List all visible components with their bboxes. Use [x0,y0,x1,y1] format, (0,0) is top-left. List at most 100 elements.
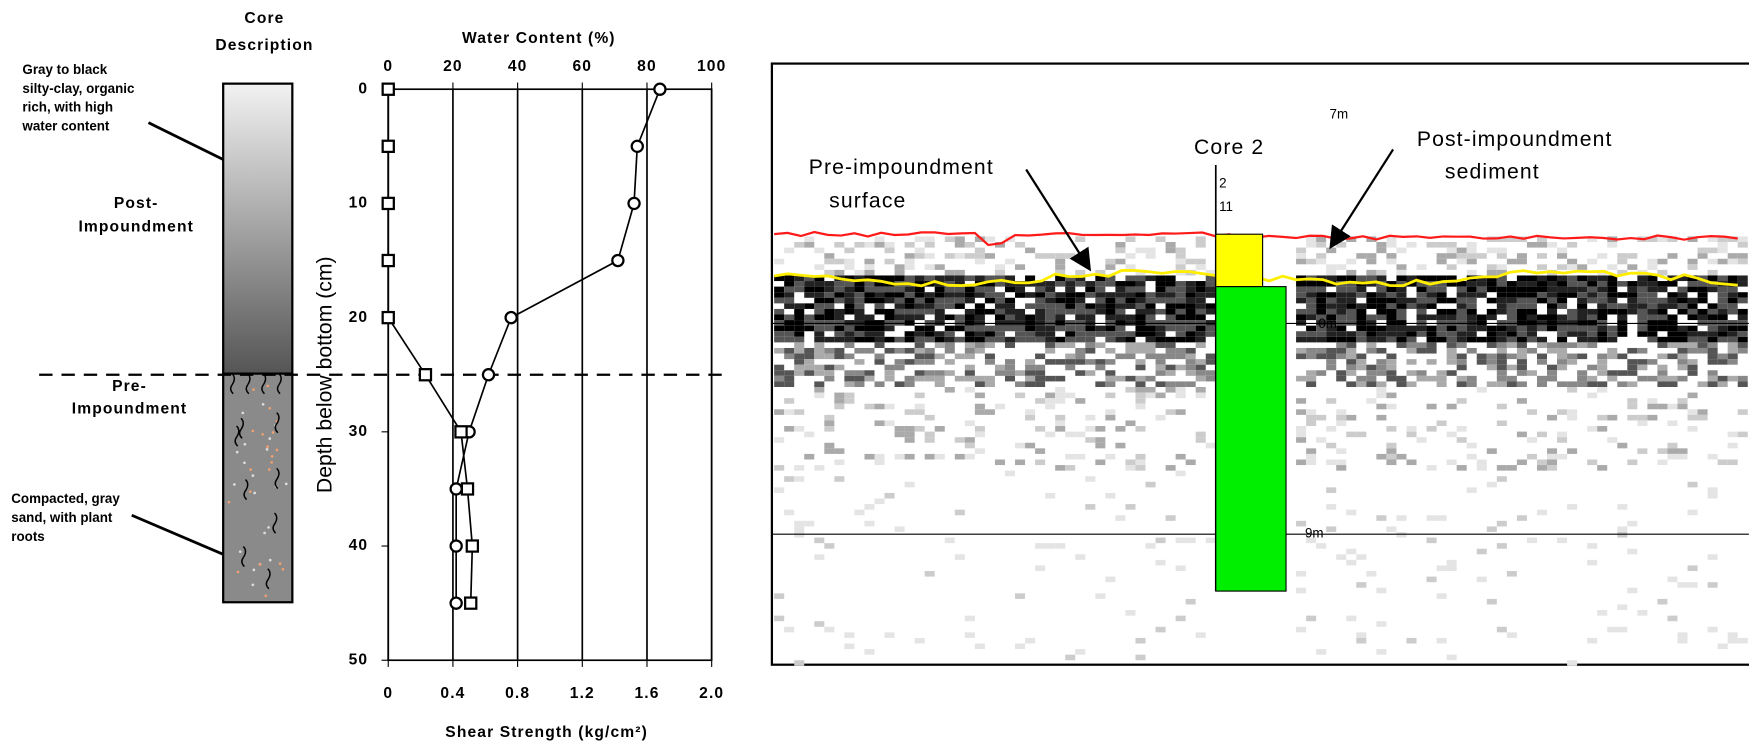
radar-pixel [814,386,825,393]
radar-pixel [1516,336,1527,343]
radar-pixel [1466,325,1477,332]
radar-pixel [1015,459,1026,466]
radar-pixel [804,520,815,527]
radar-pixel [1326,359,1337,365]
radar-pixel [984,342,995,348]
radar-pixel [1717,353,1728,360]
radar-pixel [864,331,875,337]
radar-pixel [1366,258,1377,265]
radar-pixel [1045,347,1056,354]
radar-pixel [1105,292,1116,298]
radar-pixel [864,264,875,270]
radar-pixel [814,331,825,337]
radar-pixel [1316,370,1327,376]
radar-pixel [1637,347,1648,354]
radar-pixel [1416,325,1427,332]
radar-pixel [774,331,785,337]
radar-pixel [954,336,965,343]
radar-pixel [1496,353,1507,360]
radar-pixel [1627,520,1638,527]
radar-pixel [1205,442,1216,449]
radar-pixel [1536,342,1548,348]
radar-pixel [1115,336,1126,343]
radar-pixel [1306,375,1317,382]
radar-pixel [1587,364,1598,371]
radar-pixel [1045,342,1056,348]
radar-pixel [1396,269,1407,276]
radar-pixel [794,370,805,376]
radar-pixel [1647,336,1658,343]
radar-pixel [874,331,885,337]
radar-pixel [1737,253,1748,259]
radar-pixel [1175,470,1186,477]
radar-pixel [1687,297,1698,304]
radar-pixel [1165,325,1176,332]
radar-pixel [1557,381,1568,387]
note: silty-clay, organic [22,81,135,96]
radar-pixel [854,381,865,387]
radar-pixel [1416,303,1427,309]
radar-pixel [1015,242,1026,248]
radar-pixel [1326,264,1337,270]
radar-pixel [1737,431,1748,438]
core-panel: Core Description Gray to black silty-cla… [11,10,726,604]
radar-pixel [1617,269,1628,276]
radar-pixel [1727,286,1738,293]
radar-pixel [1125,375,1136,382]
radar-pixel [884,492,895,499]
radar-pixel [824,308,835,315]
radar-pixel [1386,370,1397,376]
x-tick-label: 1.6 [634,685,659,702]
radar-pixel [1516,281,1527,287]
radar-pixel [924,236,935,243]
radar-pixel [1637,414,1648,421]
radar-pixel [1687,264,1698,270]
radar-pixel [1486,481,1497,488]
radar-pixel [1015,325,1026,332]
radar-pixel [864,453,875,460]
radar-pixel [1677,632,1688,638]
radar-pixel [1115,281,1126,287]
depth-label: 7m [1330,106,1349,121]
radar-pixel [794,342,805,348]
radar-pixel [1687,392,1698,399]
radar-pixel [1065,431,1076,438]
radar-pixel [1346,370,1357,376]
radar-pixel [1065,392,1076,399]
radar-pixel [1165,353,1176,360]
radar-pixel [974,431,985,438]
radar-pixel [1145,347,1156,354]
radar-pixel [1486,526,1497,532]
radar-pixel [1346,314,1357,321]
radar-pixel [1195,236,1206,243]
radar-pixel [1004,297,1016,304]
radar-pixel [1436,281,1447,287]
radar-pixel [1436,314,1447,321]
radar-pixel [1687,325,1698,332]
radar-pixel [1135,381,1146,387]
radar-pixel [1205,537,1216,544]
radar-pixel [1707,331,1718,337]
radar-pixel [1366,342,1377,348]
radar-pixel [1366,336,1377,343]
radar-pixel [1366,281,1377,287]
radar-pixel [1336,420,1347,427]
radar-pixel [1306,286,1317,293]
radar-pixel [904,303,915,309]
radar-pixel [1115,426,1126,432]
radar-pixel [1557,537,1568,544]
note: Compacted, gray [11,491,120,506]
radar-pixel [1386,292,1397,298]
radar-pixel [1015,264,1026,270]
radar-pixel [1647,275,1658,282]
radar-pixel [944,253,955,259]
radar-pixel [1446,370,1457,376]
radar-pixel [814,275,825,282]
radar-pixel [1025,375,1036,382]
radar-pixel [1045,297,1056,304]
radar-pixel [874,336,885,343]
radar-pixel [1055,292,1066,298]
radar-pixel [1346,286,1357,293]
radar-pixel [1055,398,1066,404]
radar-pixel [864,370,875,376]
